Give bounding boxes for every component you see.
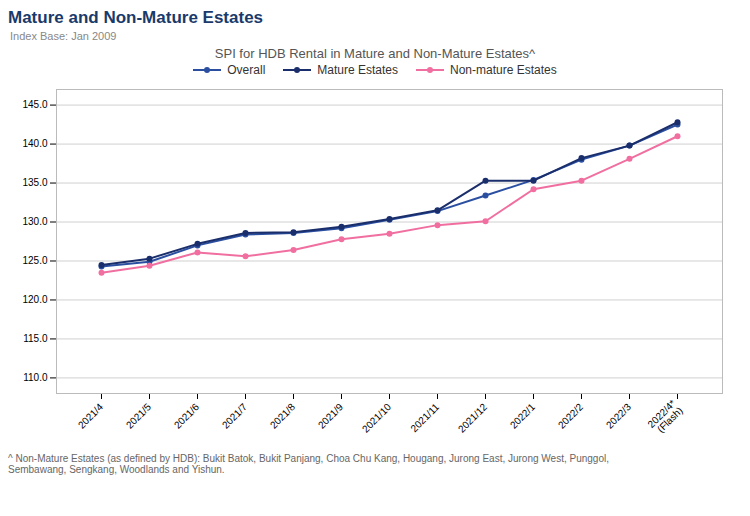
svg-text:110.0: 110.0 bbox=[23, 372, 48, 383]
svg-text:145.0: 145.0 bbox=[22, 99, 47, 110]
html-text:Overall: Overall bbox=[227, 63, 266, 77]
svg-text:135.0: 135.0 bbox=[22, 177, 47, 188]
svg-text:2022/3: 2022/3 bbox=[604, 401, 634, 431]
svg-text:2021/7: 2021/7 bbox=[220, 401, 250, 431]
html-text:Non-mature Estates: Non-mature Estates bbox=[450, 63, 557, 77]
svg-text:2021/6: 2021/6 bbox=[172, 401, 202, 431]
svg-text:115.0: 115.0 bbox=[23, 333, 48, 344]
svg-text:2022/2: 2022/2 bbox=[556, 401, 586, 431]
html-text:Index Base: Jan 2009: Index Base: Jan 2009 bbox=[10, 30, 117, 42]
svg-text:140.0: 140.0 bbox=[22, 138, 47, 149]
svg-text:2021/5: 2021/5 bbox=[124, 401, 154, 431]
svg-text:2022/4*(Flash): 2022/4*(Flash) bbox=[645, 398, 684, 437]
svg-text:2022/1: 2022/1 bbox=[508, 401, 538, 431]
svg-text:2021/12: 2021/12 bbox=[456, 401, 490, 435]
svg-text:130.0: 130.0 bbox=[22, 216, 47, 227]
svg-text:120.0: 120.0 bbox=[22, 294, 47, 305]
svg-text:2021/8: 2021/8 bbox=[268, 401, 298, 431]
svg-text:2021/11: 2021/11 bbox=[408, 401, 441, 434]
html-text:Mature and Non-Mature Estates: Mature and Non-Mature Estates bbox=[8, 8, 263, 27]
svg-text:2021/4: 2021/4 bbox=[76, 401, 106, 431]
svg-text:125.0: 125.0 bbox=[22, 255, 47, 266]
html-text:Mature Estates: Mature Estates bbox=[317, 63, 398, 77]
html-text:SPI for HDB Rental in Mature a: SPI for HDB Rental in Mature and Non-Mat… bbox=[214, 46, 536, 61]
svg-text:2021/9: 2021/9 bbox=[316, 401, 346, 431]
html-text:^ Non-Mature Estates (as defin: ^ Non-Mature Estates (as defined by HDB)… bbox=[8, 453, 609, 475]
svg-text:2021/10: 2021/10 bbox=[360, 401, 394, 435]
